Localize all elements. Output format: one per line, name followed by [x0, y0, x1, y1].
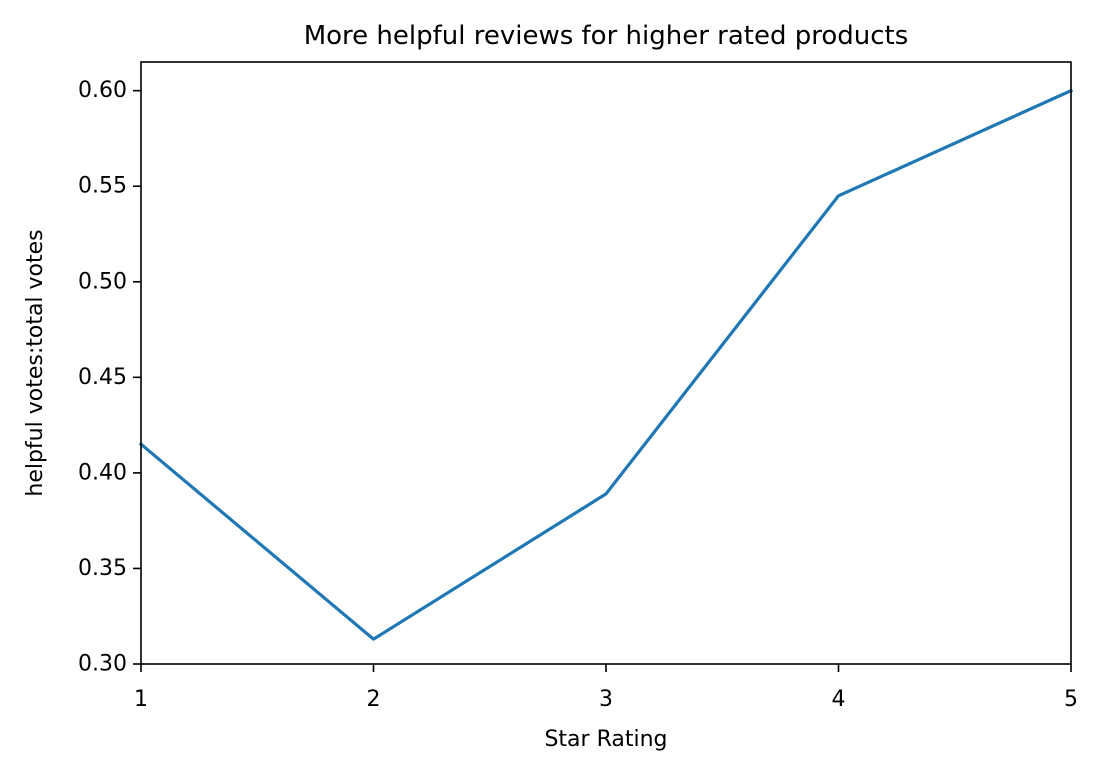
x-axis-ticks: 1 2 3 4 5 — [134, 664, 1078, 712]
chart-title: More helpful reviews for higher rated pr… — [304, 21, 909, 51]
y-axis-label: helpful votes:total votes — [23, 229, 48, 496]
series-layer — [138, 88, 1074, 641]
y-tick-label: 0.55 — [78, 174, 127, 199]
plot-frame — [140, 61, 1072, 665]
x-tick-label: 2 — [367, 687, 381, 712]
x-axis-label: Star Rating — [544, 727, 667, 752]
y-tick-label: 0.60 — [78, 78, 127, 103]
x-tick-label: 5 — [1064, 687, 1078, 712]
series-line — [138, 88, 1074, 641]
x-tick-label: 4 — [832, 687, 846, 712]
x-tick-label: 3 — [599, 687, 613, 712]
y-tick-label: 0.50 — [78, 269, 127, 294]
y-axis-ticks: 0.30 0.35 0.40 0.45 0.50 0.55 0.60 — [78, 78, 141, 677]
y-tick-label: 0.30 — [78, 652, 127, 677]
y-tick-label: 0.45 — [78, 365, 127, 390]
y-tick-label: 0.35 — [78, 556, 127, 581]
x-tick-label: 1 — [134, 687, 148, 712]
y-tick-label: 0.40 — [78, 460, 127, 485]
